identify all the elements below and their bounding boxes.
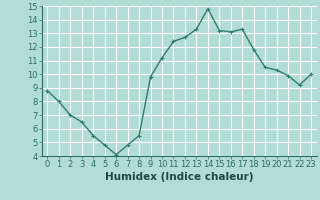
- X-axis label: Humidex (Indice chaleur): Humidex (Indice chaleur): [105, 172, 253, 182]
